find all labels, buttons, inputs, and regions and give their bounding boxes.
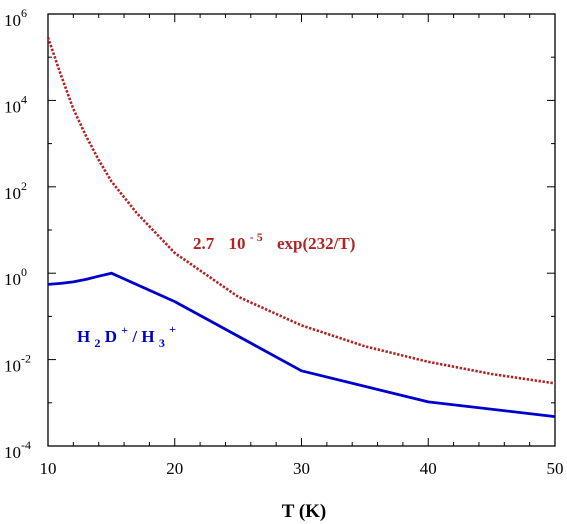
- blue-annotation-h-sub: 2: [94, 336, 100, 350]
- x-tick-label: 20: [166, 459, 183, 478]
- y-tick-label: 100: [4, 265, 27, 289]
- y-tick-base: 10: [4, 97, 21, 116]
- y-tick-exponent: 4: [21, 92, 27, 106]
- y-tick-exponent: -4: [21, 438, 31, 452]
- y-tick-exponent: 0: [21, 265, 27, 279]
- series-ratio-line: [47, 271, 556, 418]
- x-tick-label: 50: [547, 459, 564, 478]
- y-tick-label: 10-2: [4, 352, 31, 376]
- y-tick-label: 10-4: [4, 438, 31, 462]
- blue-annotation-slash-h: / H: [131, 327, 154, 346]
- blue-annotation-h3-sup: +: [169, 322, 176, 336]
- y-tick-label: 102: [4, 179, 27, 203]
- tick-marks: [47, 13, 556, 447]
- red-curve-annotation: 2.7 10 - 5 exp(232/T): [193, 226, 355, 253]
- series-lines: [46, 36, 556, 418]
- y-tick-label: 104: [4, 92, 27, 116]
- y-tick-exponent: 2: [21, 179, 27, 193]
- y-tick-base: 10: [4, 443, 21, 462]
- red-annotation-base: 10: [229, 234, 246, 253]
- y-tick-base: 10: [4, 11, 21, 30]
- x-tick-label: 40: [420, 459, 437, 478]
- y-tick-base: 10: [4, 184, 21, 203]
- blue-curve-annotation: H 2 D + / H 3 +: [77, 319, 176, 351]
- y-tick-base: 10: [4, 270, 21, 289]
- x-axis-label: T (K): [282, 501, 327, 522]
- plot-frame: [47, 13, 556, 447]
- red-annotation-exponent: - 5: [250, 230, 263, 244]
- y-tick-label: 106: [4, 6, 27, 30]
- y-tick-exponent: -2: [21, 352, 31, 366]
- y-tick-base: 10: [4, 357, 21, 376]
- blue-annotation-h: H: [77, 327, 90, 346]
- series-exp-line: [46, 36, 556, 385]
- red-annotation-suffix: exp(232/T): [277, 234, 355, 253]
- blue-annotation-h3-sub: 3: [159, 336, 165, 350]
- x-tick-label: 30: [293, 459, 310, 478]
- red-annotation-prefix: 2.7: [193, 234, 215, 253]
- blue-annotation-d-sup: +: [121, 323, 128, 337]
- y-tick-exponent: 6: [21, 6, 27, 20]
- x-tick-label: 10: [40, 459, 57, 478]
- blue-annotation-d: D: [105, 327, 117, 346]
